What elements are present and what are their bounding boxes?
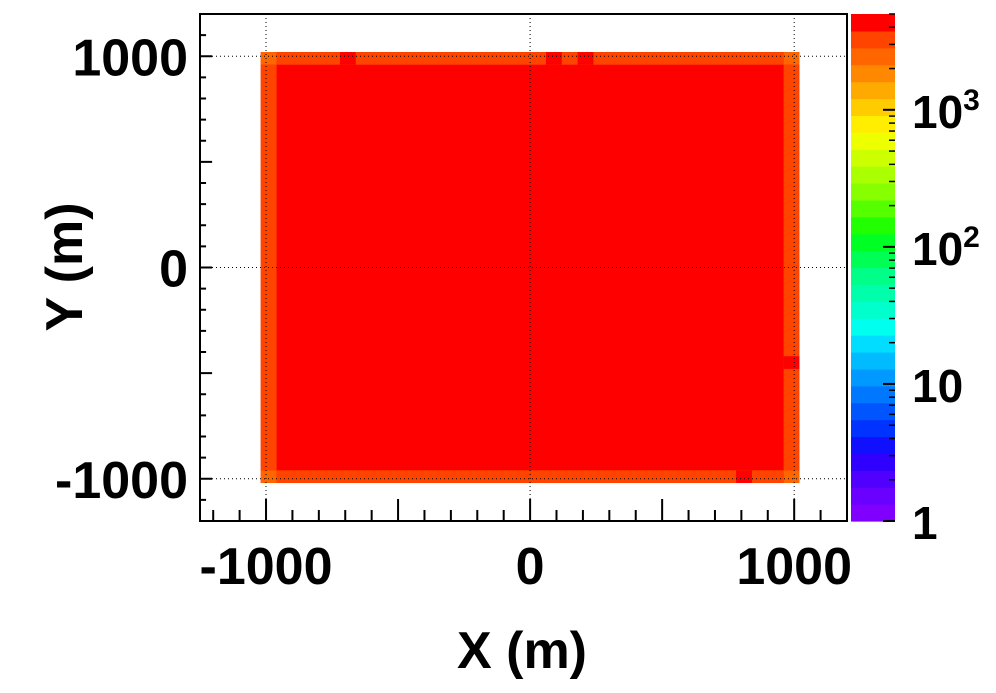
palette-swatch [851, 216, 895, 235]
heatmap-cell [276, 470, 784, 483]
heatmap-cell [783, 52, 800, 65]
palette-swatch [851, 318, 895, 336]
heatmap-cell [783, 64, 800, 471]
heatmap-cells [260, 52, 800, 483]
palette-swatch [851, 149, 895, 167]
palette-swatch [851, 267, 895, 285]
palette-swatch [851, 368, 895, 387]
palette-swatch [851, 436, 895, 454]
palette-swatch [851, 301, 895, 319]
palette-swatch [851, 233, 895, 252]
palette-swatch [851, 132, 895, 150]
palette-swatch [851, 352, 895, 370]
palette-swatch [851, 284, 895, 302]
y-tick-label: 1000 [72, 29, 188, 87]
palette-tick-label: 103 [912, 84, 980, 138]
palette-tick-label: 102 [912, 221, 980, 275]
palette-swatch [851, 470, 895, 488]
palette-swatch [851, 64, 895, 83]
y-tick-label: 0 [159, 241, 188, 299]
palette-swatch [851, 14, 895, 32]
heatmap-cell [260, 470, 277, 483]
palette-swatch [851, 30, 895, 49]
palette-tick-label: 10 [912, 360, 963, 412]
palette-swatch [851, 47, 895, 66]
heatmap-cell [339, 52, 356, 65]
heatmap-cell [783, 356, 800, 369]
color-palette-axis: 1 10 102 103 [851, 13, 980, 549]
heatmap-cell [783, 470, 800, 483]
palette-swatch [851, 504, 895, 522]
palette-swatch [851, 453, 895, 471]
palette-swatch [851, 115, 895, 133]
heatmap-cell [545, 52, 562, 65]
heatmap-cell [736, 470, 752, 483]
axis-ticks [200, 13, 848, 522]
grid-lines [200, 14, 847, 521]
palette-swatch [851, 250, 895, 269]
palette-swatch [851, 81, 895, 100]
x-tick-label: -1000 [200, 538, 333, 596]
x-tick-label: 0 [516, 538, 545, 596]
palette-swatch [851, 98, 895, 116]
heatmap-cell [260, 52, 277, 65]
palette-swatch [851, 199, 895, 218]
palette-tick-label: 1 [912, 497, 938, 549]
palette-tick-exponent: 2 [963, 221, 980, 254]
palette-swatch [851, 335, 895, 353]
palette-swatch [851, 166, 895, 184]
tick-labels: -1000 0 1000 -1000 0 1000 [55, 29, 852, 596]
palette-swatch [851, 183, 895, 201]
y-tick-label: -1000 [55, 452, 188, 510]
palette-swatch [851, 402, 895, 421]
palette-swatch [851, 385, 895, 404]
heatmap-cell [577, 52, 594, 65]
palette-tick-exponent: 3 [963, 84, 980, 117]
y-axis-title: Y (m) [36, 202, 94, 331]
palette-swatch [851, 419, 895, 438]
x-tick-label: 1000 [736, 538, 852, 596]
palette-swatch [851, 487, 895, 505]
x-axis-title: X (m) [457, 622, 587, 680]
